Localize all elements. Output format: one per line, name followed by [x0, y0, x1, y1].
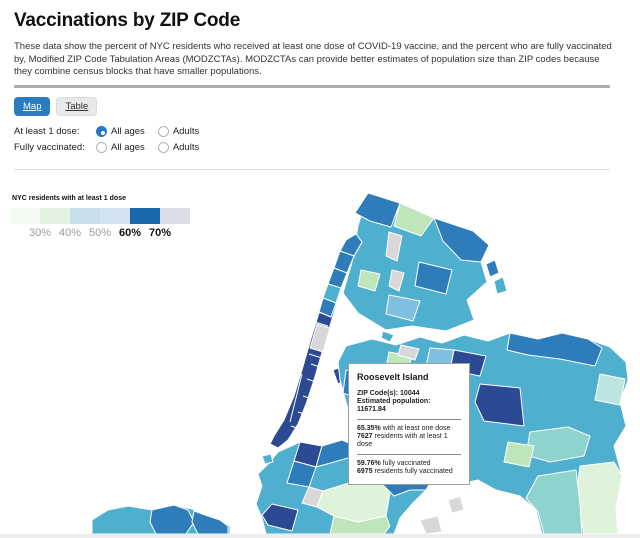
zip-region[interactable] [525, 469, 583, 534]
zip-region[interactable] [575, 461, 623, 534]
zip-region[interactable] [393, 202, 435, 236]
tooltip-zip: ZIP Code(s): 10044 [357, 389, 420, 397]
zip-region[interactable] [149, 504, 195, 534]
legend-color-bar [10, 207, 190, 224]
full-adults-option[interactable]: Adults [157, 142, 200, 153]
map-tooltip: Roosevelt Island ZIP Code(s): 10044 Esti… [348, 362, 470, 485]
dose1-all-ages-label: All ages [111, 126, 145, 137]
tooltip-dose1-pct: 65.35% with at least one dose [357, 424, 451, 432]
dose1-adults-option[interactable]: Adults [157, 126, 200, 137]
full-all-ages-radio[interactable] [96, 142, 107, 153]
park-area [388, 269, 405, 291]
legend-tick-labels: 30% 40% 50% 60% 70% [25, 227, 190, 239]
full-all-ages-label: All ages [111, 142, 145, 153]
zip-region[interactable] [493, 276, 508, 294]
tooltip-divider [357, 453, 461, 455]
tooltip-full-pct: 59.76% fully vaccinated [357, 459, 431, 467]
dose1-all-ages-radio[interactable] [96, 126, 107, 137]
borough-brooklyn[interactable] [255, 439, 435, 534]
legend-swatch [130, 207, 160, 224]
legend-swatch [100, 207, 130, 224]
zip-region[interactable] [433, 217, 490, 262]
map-legend: NYC residents with at least 1 dose 30% 4… [10, 195, 190, 239]
tooltip-full-count: 6975 residents fully vaccinated [357, 467, 453, 475]
zip-region[interactable] [261, 503, 299, 531]
park-area [385, 231, 403, 261]
bay-island [447, 495, 465, 513]
airport-area [397, 344, 420, 360]
zip-region[interactable] [329, 515, 391, 534]
full-adults-label: Adults [172, 142, 200, 153]
page-description: These data show the percent of NYC resid… [14, 41, 612, 77]
borough-manhattan[interactable] [269, 233, 363, 448]
dose-controls: At least 1 dose: All ages Adults Fully v… [14, 124, 626, 156]
fully-vaccinated-row: Fully vaccinated: All ages Adults [14, 140, 626, 156]
legend-swatch [40, 207, 70, 224]
zip-region[interactable] [525, 426, 591, 462]
legend-tick: 40% [58, 226, 82, 239]
tooltip-title: Roosevelt Island [357, 371, 429, 382]
page-fold-shadow [0, 533, 640, 538]
full-all-ages-option[interactable]: All ages [96, 142, 145, 153]
central-park [309, 323, 331, 352]
legend-tick: 50% [88, 226, 112, 239]
map-divider [14, 168, 610, 170]
page-title: Vaccinations by ZIP Code [14, 10, 241, 31]
table-view-button[interactable]: Table [56, 96, 98, 116]
legend-tick: 30% [28, 226, 52, 239]
borough-staten-island[interactable] [91, 504, 231, 534]
full-adults-radio[interactable] [157, 142, 169, 153]
zip-region[interactable] [474, 383, 525, 426]
section-divider [14, 84, 610, 88]
dose1-adults-radio[interactable] [157, 126, 169, 137]
tooltip-dose1-count: 7627 residents with at least 1 dose [357, 432, 448, 448]
legend-swatch [10, 207, 40, 224]
choropleth-map[interactable] [90, 174, 640, 534]
at-least-1-dose-label: At least 1 dose: [14, 126, 80, 137]
governors-island[interactable] [261, 453, 274, 464]
rikers-island[interactable] [380, 330, 395, 342]
tooltip-population: Estimated population: 11671.84 [357, 397, 431, 413]
legend-swatch [160, 207, 190, 224]
map-view-button[interactable]: Map [14, 96, 51, 116]
zip-region[interactable] [503, 441, 535, 467]
dose1-adults-label: Adults [172, 126, 200, 137]
zip-region[interactable] [506, 332, 603, 366]
zip-region[interactable] [357, 269, 381, 291]
zip-region[interactable] [354, 192, 401, 227]
map-section: NYC residents with at least 1 dose 30% 4… [0, 174, 640, 538]
legend-swatch [70, 207, 100, 224]
zip-region[interactable] [191, 510, 229, 534]
borough-bronx[interactable] [342, 192, 508, 331]
zip-region[interactable] [385, 294, 421, 321]
view-toggle: Map Table [14, 96, 626, 116]
zip-region[interactable] [594, 373, 626, 405]
legend-tick: 60% [118, 226, 142, 239]
jamaica-bay-islands [419, 495, 465, 534]
legend-title: NYC residents with at least 1 dose [12, 194, 126, 202]
dose1-all-ages-option[interactable]: All ages [96, 126, 145, 137]
at-least-1-dose-row: At least 1 dose: All ages Adults [14, 124, 626, 140]
tooltip-divider [357, 418, 461, 420]
zip-boundary [289, 311, 332, 430]
legend-tick: 70% [148, 226, 172, 239]
zip-region[interactable] [414, 261, 453, 294]
fully-vaccinated-label: Fully vaccinated: [14, 142, 85, 153]
zip-region[interactable] [485, 259, 500, 277]
